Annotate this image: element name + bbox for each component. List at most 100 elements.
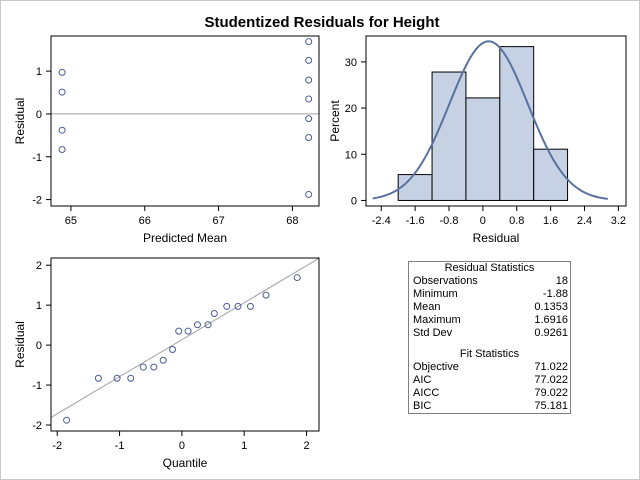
histogram-bar bbox=[397, 174, 433, 201]
stats-value: 77.022 bbox=[534, 374, 568, 386]
stats-row: AIC 77.022 bbox=[409, 374, 570, 387]
qq-reference-line bbox=[51, 258, 319, 418]
residual-point bbox=[193, 321, 201, 329]
residual-point bbox=[305, 190, 313, 198]
residual-point bbox=[184, 327, 192, 335]
fit-stats-header: Fit Statistics bbox=[459, 348, 520, 360]
y-tick-label: -2 bbox=[32, 420, 42, 432]
residual-point bbox=[234, 302, 242, 310]
stats-label: Objective bbox=[413, 361, 459, 373]
stats-gap bbox=[409, 340, 570, 348]
histogram-bar bbox=[431, 71, 467, 201]
residual-point bbox=[150, 363, 158, 371]
stats-label: Mean bbox=[413, 301, 441, 313]
residual-point bbox=[63, 416, 71, 424]
histogram-bar bbox=[533, 148, 569, 201]
fit-stats-rows: Objective 71.022 AIC 77.022 AICC 79.022 BIC 75.… bbox=[409, 361, 570, 413]
stats-value: 79.022 bbox=[534, 387, 568, 399]
stats-row: Minimum -1.88 bbox=[409, 288, 570, 301]
residual-point bbox=[58, 126, 66, 134]
y-tick-label: -1 bbox=[32, 380, 42, 392]
y-axis-label: Residual bbox=[13, 321, 27, 368]
residual-point bbox=[305, 95, 313, 103]
stats-value: 1.6916 bbox=[534, 314, 568, 326]
plot-frame-2 bbox=[365, 35, 627, 207]
y-tick-label: 0 bbox=[351, 195, 357, 207]
x-tick-label: 2 bbox=[303, 440, 309, 452]
stats-row: Maximum 1.6916 bbox=[409, 314, 570, 327]
residual-point bbox=[305, 56, 313, 64]
y-axis-label: Residual bbox=[13, 98, 27, 145]
stats-row: Observations 18 bbox=[409, 275, 570, 288]
residual-point bbox=[175, 327, 183, 335]
residual-point bbox=[246, 302, 254, 310]
residual-point bbox=[262, 291, 270, 299]
x-tick-label: 66 bbox=[139, 215, 151, 227]
stats-row: Std Dev 0.9261 bbox=[409, 327, 570, 340]
stats-value: 18 bbox=[555, 275, 568, 287]
stats-row: BIC 75.181 bbox=[409, 400, 570, 413]
residual-stats-header: Residual Statistics bbox=[444, 262, 535, 274]
x-tick-label: 0 bbox=[179, 440, 185, 452]
x-tick-label: 67 bbox=[212, 215, 224, 227]
stats-value: 0.1353 bbox=[534, 301, 568, 313]
normal-density-curve bbox=[372, 40, 608, 200]
residual-point bbox=[293, 274, 301, 282]
plot-frame-3 bbox=[50, 257, 320, 432]
x-tick-label: -0.8 bbox=[440, 215, 459, 227]
stats-label: AICC bbox=[413, 387, 440, 399]
plot-frame-1 bbox=[50, 35, 320, 207]
y-tick-label: 0 bbox=[36, 109, 42, 121]
stats-label: Observations bbox=[413, 275, 478, 287]
stats-value: -1.88 bbox=[542, 288, 568, 300]
x-tick-label: 3.2 bbox=[611, 215, 626, 227]
stats-label: AIC bbox=[413, 374, 432, 386]
residual-stats-rows: Observations 18 Minimum -1.88 Mean 0.1353 Maxi… bbox=[409, 275, 570, 340]
stats-value: 0.9261 bbox=[534, 327, 568, 339]
y-axis-label: Percent bbox=[328, 100, 342, 142]
x-axis-label: Residual bbox=[473, 231, 520, 245]
residual-point bbox=[94, 374, 102, 382]
chart-title: Studentized Residuals for Height bbox=[204, 14, 439, 31]
stats-label: Minimum bbox=[413, 288, 458, 300]
residual-point bbox=[58, 88, 66, 96]
stats-row: Mean 0.1353 bbox=[409, 301, 570, 314]
residual-point bbox=[204, 321, 212, 329]
x-axis-label: Predicted Mean bbox=[143, 231, 227, 245]
residual-point bbox=[139, 363, 147, 371]
plot-area-3 bbox=[51, 258, 319, 424]
x-tick-label: -1 bbox=[115, 440, 125, 452]
plot-area-1 bbox=[51, 38, 319, 198]
residual-point bbox=[169, 345, 177, 353]
residual-point bbox=[58, 68, 66, 76]
stats-row: AICC 79.022 bbox=[409, 387, 570, 400]
x-tick-label: 68 bbox=[286, 215, 298, 227]
y-tick-label: 1 bbox=[36, 300, 42, 312]
stats-label: BIC bbox=[413, 400, 432, 412]
residual-point bbox=[113, 374, 121, 382]
histogram-bar bbox=[465, 97, 501, 201]
y-tick-label: 30 bbox=[345, 57, 357, 69]
residual-point bbox=[159, 356, 167, 364]
x-tick-label: -2.4 bbox=[372, 215, 391, 227]
y-tick-label: 0 bbox=[36, 340, 42, 352]
x-tick-label: 0 bbox=[480, 215, 486, 227]
stats-label: Std Dev bbox=[413, 327, 453, 339]
x-axis-label: Quantile bbox=[163, 456, 208, 470]
stats-table: Residual Statistics Observations 18 Minimu… bbox=[408, 261, 571, 414]
residual-point bbox=[58, 145, 66, 153]
y-tick-label: -2 bbox=[32, 195, 42, 207]
y-tick-label: 20 bbox=[345, 103, 357, 115]
stats-label: Maximum bbox=[413, 314, 461, 326]
x-tick-label: 0.8 bbox=[509, 215, 524, 227]
residual-point bbox=[127, 374, 135, 382]
stats-row: Objective 71.022 bbox=[409, 361, 570, 374]
x-tick-label: 1.6 bbox=[543, 215, 558, 227]
y-tick-label: 2 bbox=[36, 260, 42, 272]
x-tick-label: 65 bbox=[65, 215, 77, 227]
residual-point bbox=[210, 310, 218, 318]
x-tick-label: 2.4 bbox=[577, 215, 592, 227]
x-tick-label: 1 bbox=[241, 440, 247, 452]
